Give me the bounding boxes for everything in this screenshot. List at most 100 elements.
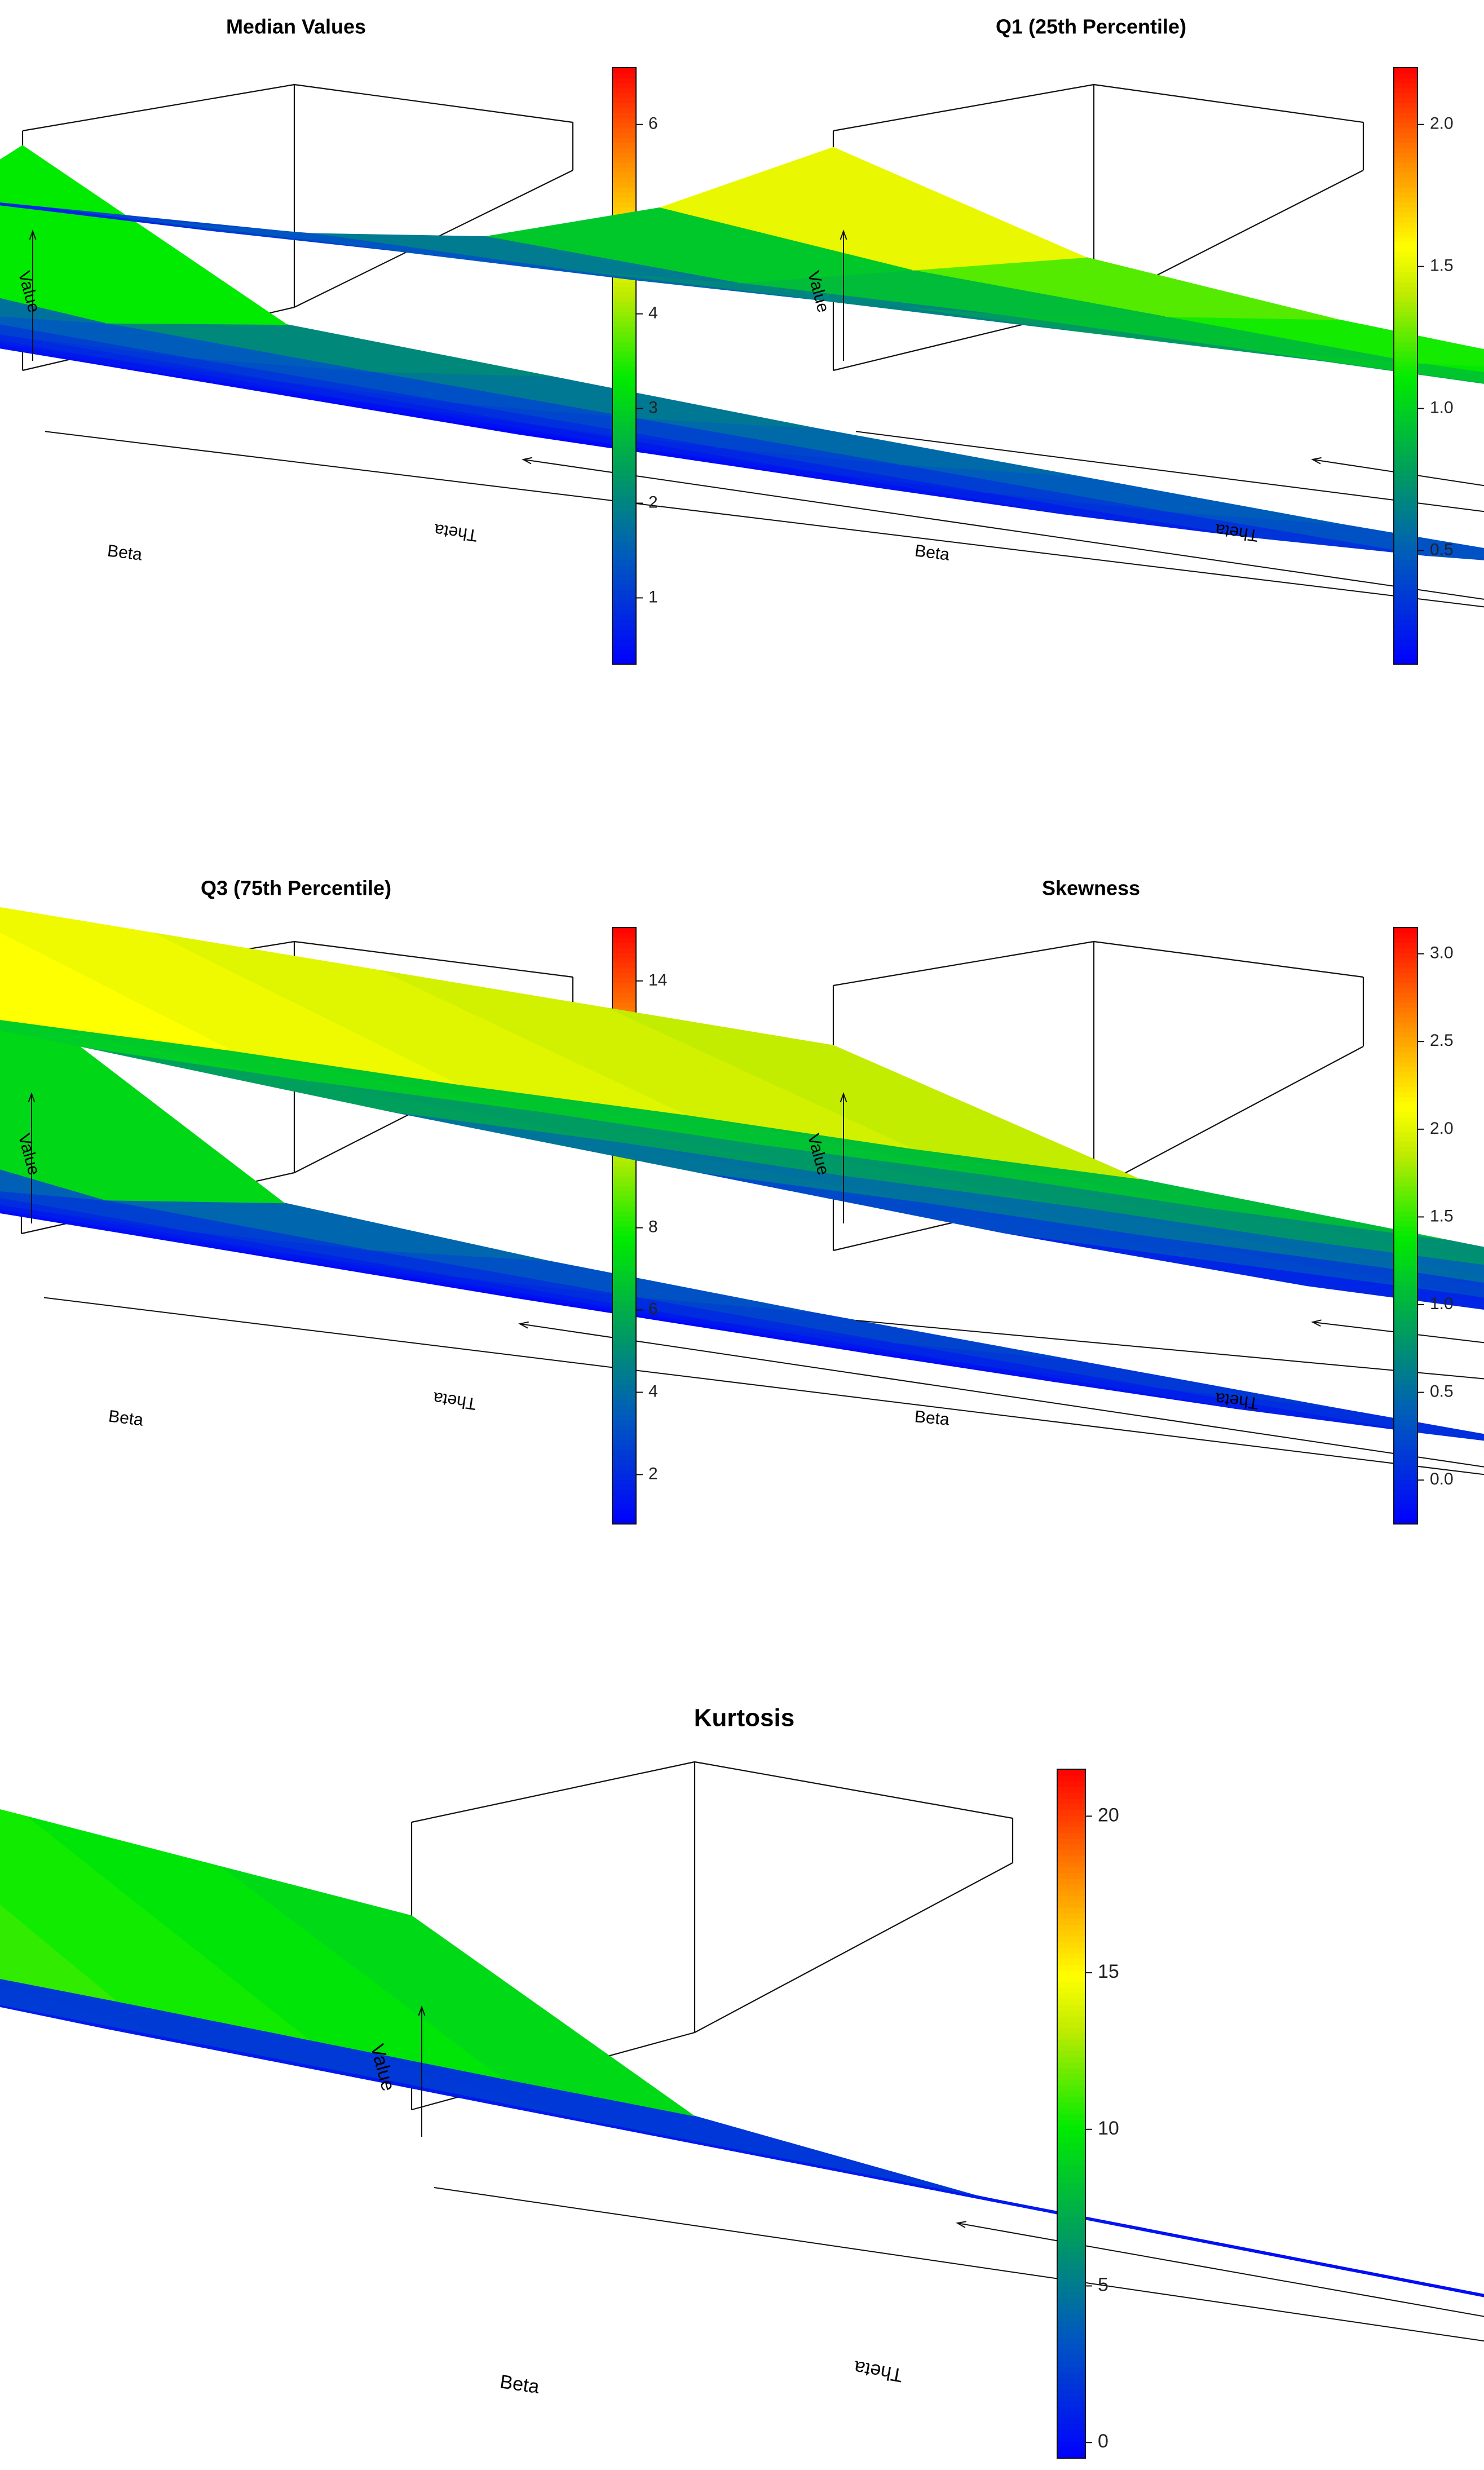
colorbar-band bbox=[1394, 1509, 1417, 1515]
colorbar-band bbox=[612, 142, 636, 148]
colorbar-band bbox=[1057, 1815, 1085, 1822]
colorbar-band bbox=[1394, 1415, 1417, 1420]
colorbar-band bbox=[1394, 112, 1417, 118]
colorbar-band bbox=[1394, 1330, 1417, 1336]
colorbar-band bbox=[1394, 599, 1417, 606]
colorbar-band bbox=[1057, 2320, 1085, 2327]
theta-axis-arrow bbox=[523, 459, 1484, 600]
colorbar-band bbox=[612, 1474, 636, 1480]
colorbar-band bbox=[612, 450, 636, 456]
colorbar-band bbox=[612, 942, 636, 948]
colorbar-band bbox=[1394, 187, 1417, 193]
colorbar-band bbox=[1394, 176, 1417, 183]
colorbar-band bbox=[1394, 1126, 1417, 1132]
colorbar-band bbox=[1057, 2423, 1085, 2431]
colorbar-tick-label: 1.5 bbox=[1430, 257, 1454, 275]
colorbar-band bbox=[1394, 356, 1417, 362]
colorbar-band bbox=[1394, 624, 1417, 630]
colorbar-band bbox=[612, 1369, 636, 1376]
colorbar-band bbox=[612, 132, 636, 138]
colorbar-band bbox=[612, 1290, 636, 1296]
colorbar-band bbox=[1394, 942, 1417, 948]
colorbar-band bbox=[612, 331, 636, 337]
surface-facet bbox=[0, 1212, 170, 1241]
colorbar-band bbox=[612, 555, 636, 560]
colorbar-band bbox=[612, 112, 636, 118]
colorbar-band bbox=[1057, 1838, 1085, 1845]
surface-facet bbox=[0, 1204, 5, 1207]
colorbar-band bbox=[612, 425, 636, 431]
colorbar-band bbox=[1394, 172, 1417, 178]
colorbar-band bbox=[1394, 430, 1417, 436]
colorbar-band bbox=[1394, 1380, 1417, 1386]
arrow-head bbox=[518, 1321, 529, 1329]
arrow-head bbox=[522, 457, 532, 465]
colorbar-band bbox=[1057, 2406, 1085, 2413]
colorbar-band bbox=[1394, 1221, 1417, 1226]
colorbar-band bbox=[1394, 102, 1417, 108]
colorbar-band bbox=[612, 1449, 636, 1455]
colorbar-band bbox=[1394, 525, 1417, 531]
colorbar-band bbox=[612, 569, 636, 576]
colorbar-tick-label: 10 bbox=[1098, 2118, 1119, 2139]
colorbar-band bbox=[1057, 2394, 1085, 2402]
colorbar-band bbox=[1394, 619, 1417, 625]
colorbar-band bbox=[1057, 2165, 1085, 2172]
colorbar-band bbox=[1394, 1081, 1417, 1088]
colorbar-band bbox=[1394, 1389, 1417, 1395]
colorbar-band bbox=[612, 1459, 636, 1465]
colorbar-band bbox=[612, 286, 636, 292]
colorbar-band bbox=[1394, 515, 1417, 521]
colorbar-band bbox=[1057, 2142, 1085, 2149]
arrow-head bbox=[418, 2005, 426, 2016]
beta-axis-label: Beta bbox=[107, 541, 144, 564]
axis-arrows bbox=[29, 229, 1484, 608]
colorbar-band bbox=[1394, 1429, 1417, 1435]
colorbar-band bbox=[612, 465, 636, 471]
colorbar-band bbox=[1057, 2246, 1085, 2252]
colorbar-band bbox=[612, 386, 636, 392]
colorbar-band bbox=[612, 614, 636, 620]
colorbar-band bbox=[1394, 589, 1417, 595]
surface bbox=[0, 907, 1484, 1310]
colorbar-band bbox=[1394, 957, 1417, 963]
colorbar-band bbox=[1057, 1867, 1085, 1874]
colorbar-band bbox=[1394, 540, 1417, 546]
colorbar-band bbox=[612, 1002, 636, 1008]
colorbar-band bbox=[1394, 82, 1417, 89]
colorbar-band bbox=[612, 505, 636, 511]
colorbar-band bbox=[1394, 987, 1417, 993]
colorbar-band bbox=[1394, 495, 1417, 501]
colorbar-band bbox=[1057, 1959, 1085, 1965]
surface bbox=[0, 147, 1484, 384]
colorbar-band bbox=[1394, 1235, 1417, 1241]
colorbar-band bbox=[1394, 1399, 1417, 1406]
colorbar-band bbox=[1394, 1091, 1417, 1097]
colorbar-band bbox=[1394, 450, 1417, 456]
colorbar-band bbox=[612, 649, 636, 655]
colorbar-band bbox=[1394, 321, 1417, 327]
colorbar-band bbox=[1394, 1057, 1417, 1063]
colorbar-band bbox=[612, 540, 636, 546]
colorbar-band bbox=[1394, 261, 1417, 267]
colorbar-band bbox=[612, 1519, 636, 1525]
colorbar-band bbox=[1057, 1970, 1085, 1977]
colorbar-band bbox=[1057, 2257, 1085, 2264]
axis-arrows bbox=[840, 1092, 1484, 1380]
colorbar-band bbox=[1394, 654, 1417, 660]
colorbar-tick-label: 15 bbox=[1098, 1961, 1119, 1982]
colorbar-tick-label: 4 bbox=[648, 1382, 658, 1400]
colorbar-band bbox=[1394, 559, 1417, 565]
colorbar-band bbox=[1057, 1878, 1085, 1885]
colorbar-band bbox=[612, 416, 636, 421]
colorbar-tick-label: 0.5 bbox=[1430, 540, 1454, 559]
colorbar-band bbox=[612, 391, 636, 396]
colorbar-band bbox=[1394, 1419, 1417, 1425]
box-edge bbox=[1093, 940, 1364, 978]
colorbar-band bbox=[1394, 227, 1417, 232]
colorbar-band bbox=[1057, 2016, 1085, 2023]
colorbar-band bbox=[612, 1191, 636, 1197]
colorbar-band bbox=[1057, 2372, 1085, 2379]
colorbar-frame bbox=[1393, 927, 1418, 1525]
colorbar-band bbox=[1394, 346, 1417, 352]
